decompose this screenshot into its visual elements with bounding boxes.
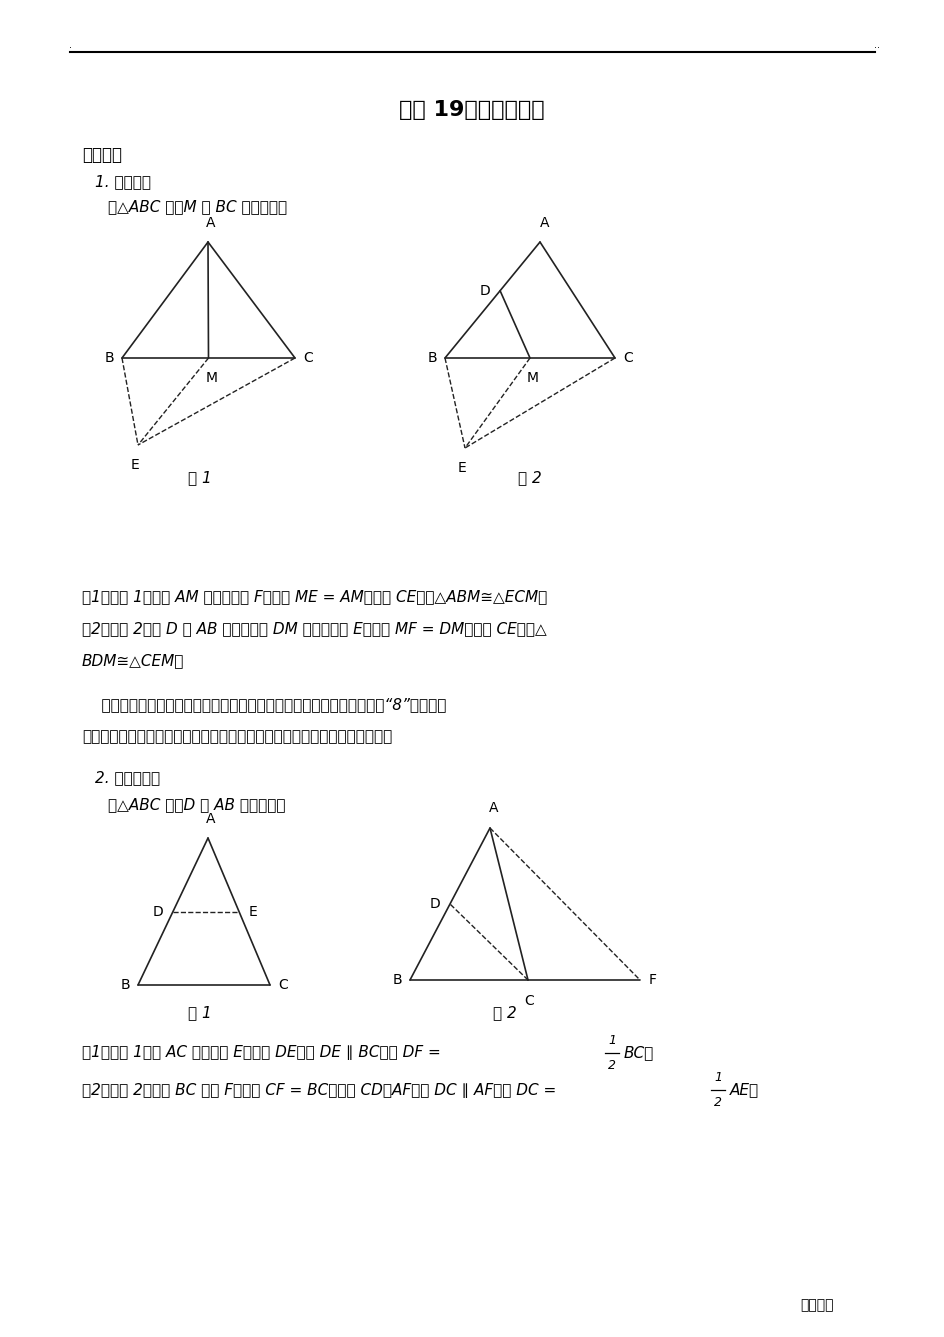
Text: M: M xyxy=(527,370,538,385)
Text: B: B xyxy=(392,973,401,987)
Text: C: C xyxy=(524,993,533,1008)
Text: （2）如图 2，延长 BC 至点 F，使得 CF = BC．连结 CD，AF．则 DC ∥ AF，且 DC =: （2）如图 2，延长 BC 至点 F，使得 CF = BC．连结 CD，AF．则… xyxy=(82,1083,561,1098)
Text: （1）如图 1，取 AC 边的中点 E，连结 DE．则 DE ∥ BC，且 DF =: （1）如图 1，取 AC 边的中点 E，连结 DE．则 DE ∥ BC，且 DF… xyxy=(82,1046,446,1060)
Text: E: E xyxy=(130,459,139,472)
Text: 1. 倍长中线: 1. 倍长中线 xyxy=(95,175,151,190)
Text: D: D xyxy=(480,283,490,298)
Text: A: A xyxy=(206,217,215,230)
Text: BC．: BC． xyxy=(623,1046,653,1060)
Text: 2: 2 xyxy=(714,1096,721,1108)
Text: BDM≅△CEM，: BDM≅△CEM， xyxy=(82,654,184,668)
Text: （2）如图 2，点 D 在 AB 边上，连结 DM 并延长至点 E．使得 MF = DM．连结 CE，则△: （2）如图 2，点 D 在 AB 边上，连结 DM 并延长至点 E．使得 MF … xyxy=(82,622,547,636)
Text: A: A xyxy=(489,801,498,816)
Text: 遇到线段的中点问题，常借助倍长中线的方法还原中心对称图形，利用“8”字形全等: 遇到线段的中点问题，常借助倍长中线的方法还原中心对称图形，利用“8”字形全等 xyxy=(82,698,446,713)
Text: E: E xyxy=(248,905,257,919)
Text: C: C xyxy=(278,977,288,992)
Text: B: B xyxy=(427,352,436,365)
Text: M: M xyxy=(205,370,217,385)
Text: 2: 2 xyxy=(607,1059,615,1072)
Text: 考试文档: 考试文档 xyxy=(800,1298,833,1312)
Text: 图 2: 图 2 xyxy=(517,471,541,485)
Text: 在△ABC 中，D 为 AB 边的中点，: 在△ABC 中，D 为 AB 边的中点， xyxy=(108,797,285,813)
Text: A: A xyxy=(206,812,215,826)
Text: D: D xyxy=(430,897,440,910)
Text: B: B xyxy=(104,352,113,365)
Text: E: E xyxy=(457,461,466,475)
Text: ··: ·· xyxy=(873,43,879,53)
Text: C: C xyxy=(303,352,312,365)
Text: 专题 19《中点模型》: 专题 19《中点模型》 xyxy=(398,100,545,120)
Text: 1: 1 xyxy=(714,1071,721,1084)
Text: A: A xyxy=(540,217,549,230)
Text: 1: 1 xyxy=(607,1034,615,1047)
Text: D: D xyxy=(153,905,163,919)
Text: AE．: AE． xyxy=(729,1083,758,1098)
Text: B: B xyxy=(120,977,129,992)
Text: （1）如图 1，连结 AM 并延长至点 F，使得 ME = AM．连结 CE．则△ABM≅△ECM．: （1）如图 1，连结 AM 并延长至点 F，使得 ME = AM．连结 CE．则… xyxy=(82,590,547,604)
Text: 图 1: 图 1 xyxy=(188,1005,211,1020)
Text: C: C xyxy=(622,352,632,365)
Text: 图 1: 图 1 xyxy=(188,471,211,485)
Text: 2. 构造中位线: 2. 构造中位线 xyxy=(95,770,160,786)
Text: 图 2: 图 2 xyxy=(493,1005,516,1020)
Text: ·: · xyxy=(68,43,72,53)
Text: F: F xyxy=(649,973,656,987)
Text: 将题中条件集中，达到解题的目的，这种方法是最常用的也是最重要的方法．: 将题中条件集中，达到解题的目的，这种方法是最常用的也是最重要的方法． xyxy=(82,730,392,745)
Text: 破解策略: 破解策略 xyxy=(82,146,122,164)
Text: 在△ABC 中，M 为 BC 边的中点．: 在△ABC 中，M 为 BC 边的中点． xyxy=(108,199,287,214)
